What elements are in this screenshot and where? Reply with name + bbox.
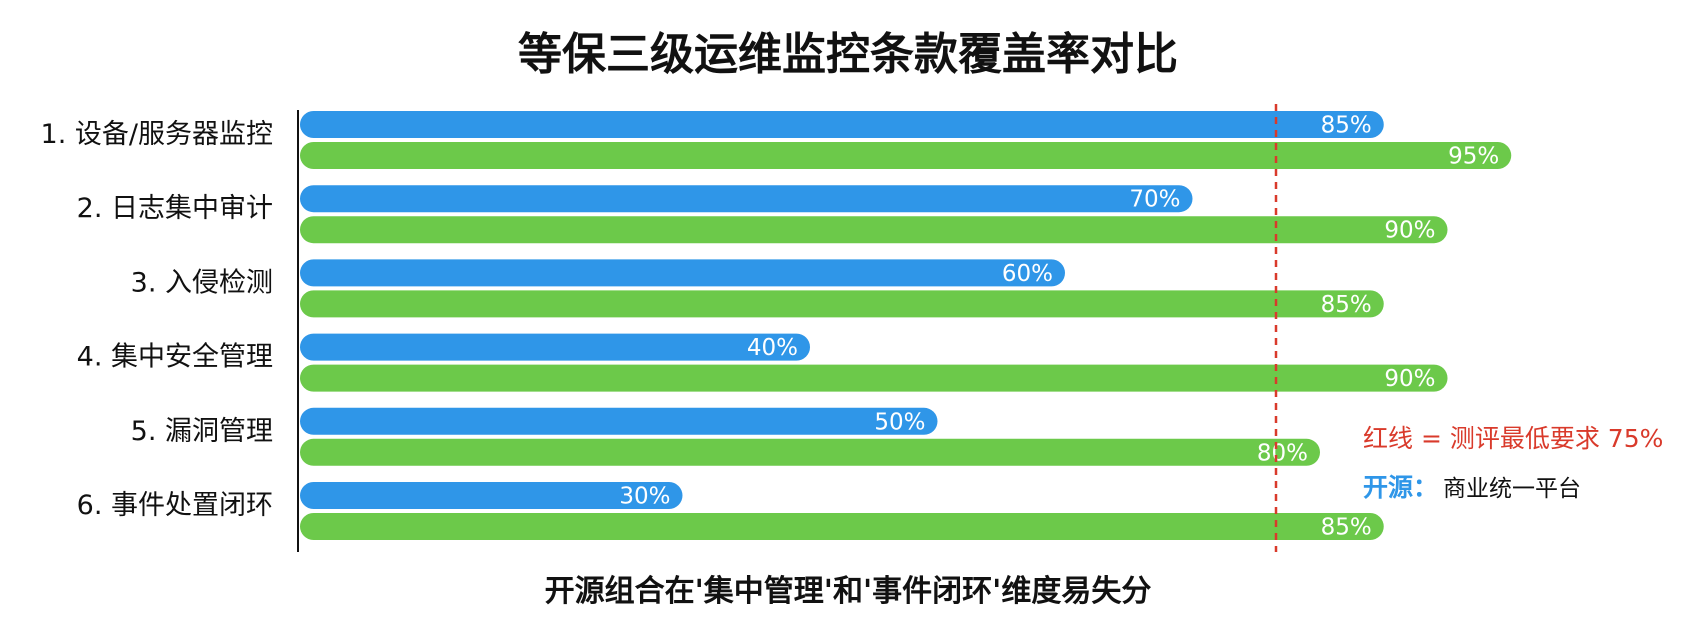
reference-line-label: 红线 = 测评最低要求 75% (1363, 424, 1663, 453)
bar-open-source-5 (300, 407, 938, 435)
bar-open-source-6 (300, 482, 683, 509)
bar-open-source-3 (300, 259, 1065, 287)
bar-commercial-6 (300, 513, 1384, 540)
bar-value-label: 80% (1257, 440, 1308, 466)
bar-open-source-2 (300, 185, 1193, 213)
bar-commercial-5 (300, 438, 1320, 466)
category-label: 5. 漏洞管理 (131, 416, 273, 447)
category-label: 4. 集中安全管理 (77, 342, 273, 373)
bar-commercial-1 (300, 142, 1512, 169)
bar-commercial-4 (300, 364, 1448, 392)
bar-value-label: 95% (1448, 144, 1499, 170)
legend-open-source: 开源： (1363, 473, 1438, 502)
category-labels: 1. 设备/服务器监控 2. 日志集中审计 3. 入侵检测 4. 集中安全管理 5. 漏… (41, 119, 273, 521)
bar-value-label: 60% (1002, 261, 1053, 287)
bar-value-label: 90% (1384, 366, 1435, 392)
category-label: 2. 日志集中审计 (77, 193, 273, 224)
bar-open-source-1 (300, 111, 1384, 138)
category-label: 3. 入侵检测 (131, 267, 273, 298)
bar-commercial-3 (300, 290, 1384, 318)
bar-value-label: 85% (1321, 292, 1372, 318)
bar-value-label: 30% (619, 484, 670, 510)
bar-open-source-4 (300, 333, 810, 361)
category-label: 6. 事件处置闭环 (77, 490, 273, 521)
bar-value-label: 40% (747, 335, 798, 361)
bar-value-label: 85% (1321, 515, 1372, 541)
bar-value-label: 90% (1384, 218, 1435, 244)
chart-footnote: 开源组合在'集中管理'和'事件闭环'维度易失分 (544, 574, 1152, 609)
bars-group: 85% 95% 70% 90% 60% 85% 40% 90% 50% 80% 30% 85% (300, 111, 1512, 541)
chart-title: 等保三级运维监控条款覆盖率对比 (518, 29, 1178, 80)
legend-commercial: 商业统一平台 (1443, 476, 1581, 502)
bar-value-label: 70% (1129, 187, 1180, 213)
bar-value-label: 50% (874, 409, 925, 435)
category-label: 1. 设备/服务器监控 (41, 119, 273, 150)
bar-commercial-2 (300, 216, 1448, 244)
bar-value-label: 85% (1321, 113, 1372, 139)
